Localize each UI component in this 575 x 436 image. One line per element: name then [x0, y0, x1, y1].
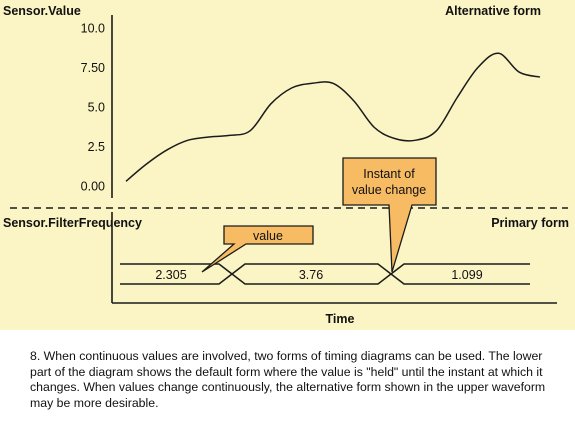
lower-signal-label: Sensor.FilterFrequency: [3, 216, 142, 230]
lower-form-label: Primary form: [491, 216, 569, 230]
instant-callout-line1: Instant of: [363, 167, 415, 181]
instant-callout-line2: value change: [352, 183, 426, 197]
y-tick-label: 5.0: [88, 101, 105, 115]
instant-callout-bubble: [342, 157, 437, 273]
upper-signal-label: Sensor.Value: [3, 4, 81, 18]
y-tick-label: 0.00: [81, 180, 105, 194]
value-callout: value: [201, 225, 314, 273]
sensor-value-curve: [125, 52, 541, 182]
value-callout-bubble: [201, 225, 314, 273]
value-callout-text: value: [253, 229, 283, 243]
time-axis-label: Time: [326, 312, 355, 326]
instant-callout: Instant of value change: [342, 157, 437, 273]
y-tick-label: 10.0: [81, 22, 105, 36]
y-tick-group: 10.0 7.50 5.0 2.5 0.00: [81, 22, 105, 194]
segment-value-1: 2.305: [155, 268, 186, 282]
upper-form-label: Alternative form: [445, 4, 541, 18]
diagram-background: [0, 0, 575, 330]
held-value-bus: [120, 263, 530, 285]
y-tick-label: 2.5: [88, 140, 105, 154]
timing-diagram: Sensor.Value Alternative form 10.0 7.50 5.…: [0, 0, 575, 330]
segment-value-3: 1.099: [451, 268, 482, 282]
segment-value-2: 3.76: [299, 268, 323, 282]
figure-caption: 8. When continuous values are involved, …: [30, 349, 546, 410]
y-tick-label: 7.50: [81, 61, 105, 75]
